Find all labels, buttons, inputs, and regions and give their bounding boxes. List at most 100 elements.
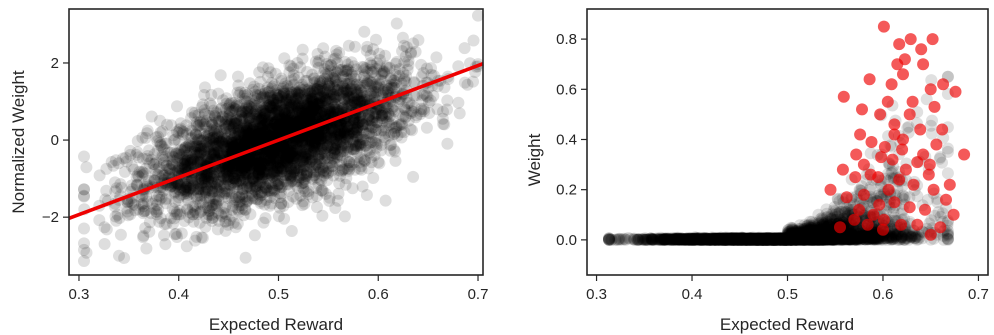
scatter-point <box>278 118 291 131</box>
scatter-point <box>458 42 471 55</box>
scatter-point <box>247 174 260 187</box>
scatter-point <box>223 111 236 124</box>
scatter-point <box>221 112 234 125</box>
scatter-point <box>242 153 255 166</box>
scatter-point <box>349 86 362 99</box>
scatter-point <box>271 162 284 175</box>
scatter-point <box>294 160 307 173</box>
scatter-point <box>329 97 342 110</box>
scatter-point <box>231 217 244 230</box>
scatter-point <box>197 171 210 184</box>
scatter-point <box>361 40 374 53</box>
scatter-point <box>287 102 300 115</box>
scatter-point <box>230 167 243 180</box>
scatter-point <box>193 197 206 210</box>
scatter-point <box>258 155 271 167</box>
scatter-point <box>130 148 143 161</box>
scatter-point <box>276 98 289 111</box>
scatter-point <box>228 164 241 177</box>
scatter-point <box>216 111 229 124</box>
scatter-point <box>294 61 307 74</box>
scatter-point <box>274 112 287 125</box>
scatter-point <box>327 86 340 99</box>
scatter-point <box>279 151 292 163</box>
left-x-tick-label: 0.4 <box>168 286 189 303</box>
scatter-point <box>365 66 378 79</box>
scatter-point <box>234 161 247 174</box>
scatter-point <box>420 121 433 134</box>
scatter-point <box>254 153 267 166</box>
scatter-point <box>290 101 303 114</box>
scatter-point <box>331 194 344 207</box>
scatter-point <box>260 147 273 160</box>
scatter-point <box>329 125 342 138</box>
left-x-ticks: 0.3 0.4 0.5 0.6 0.7 <box>69 275 488 303</box>
scatter-point <box>315 106 327 119</box>
scatter-point <box>390 17 403 30</box>
scatter-point <box>292 87 305 100</box>
scatter-point <box>258 113 271 126</box>
scatter-point <box>174 117 187 130</box>
left-y-ticks: −202 <box>42 55 69 226</box>
scatter-point <box>100 184 113 197</box>
scatter-point <box>273 118 286 131</box>
scatter-point <box>304 87 317 100</box>
scatter-point <box>271 143 284 156</box>
scatter-point <box>212 127 224 140</box>
scatter-point <box>322 60 335 73</box>
scatter-point <box>353 95 366 108</box>
scatter-point <box>217 162 230 175</box>
scatter-point <box>322 140 335 153</box>
scatter-point <box>109 185 122 198</box>
scatter-point <box>198 169 211 182</box>
scatter-point <box>141 195 154 208</box>
scatter-point <box>370 86 383 99</box>
scatter-point <box>248 156 261 169</box>
scatter-point <box>341 121 354 133</box>
scatter-point <box>438 118 451 131</box>
scatter-point <box>275 124 288 137</box>
scatter-point <box>187 200 199 213</box>
scatter-point <box>313 104 326 117</box>
scatter-point <box>376 107 389 119</box>
scatter-point <box>166 158 179 171</box>
scatter-point <box>272 156 285 169</box>
scatter-point <box>246 189 259 202</box>
scatter-point <box>225 144 238 157</box>
scatter-point <box>306 153 319 166</box>
scatter-point <box>149 194 162 207</box>
scatter-point <box>329 90 342 103</box>
scatter-point <box>239 95 252 108</box>
scatter-point <box>354 95 367 108</box>
scatter-point <box>349 70 362 83</box>
scatter-point <box>320 132 332 145</box>
scatter-point <box>314 129 327 142</box>
scatter-point <box>190 147 203 159</box>
scatter-point <box>335 131 348 144</box>
scatter-point <box>356 180 369 193</box>
scatter-point <box>145 153 158 166</box>
scatter-point <box>313 173 326 186</box>
scatter-point <box>348 96 361 109</box>
scatter-point <box>345 68 358 81</box>
scatter-point <box>259 102 272 115</box>
scatter-point <box>239 123 251 136</box>
scatter-point <box>279 175 292 188</box>
scatter-point <box>328 82 341 95</box>
scatter-point <box>314 133 327 146</box>
scatter-point <box>133 165 146 178</box>
scatter-point <box>351 95 364 108</box>
scatter-point <box>235 164 248 177</box>
scatter-point <box>198 154 211 166</box>
scatter-point <box>325 128 338 141</box>
scatter-point <box>339 178 352 191</box>
scatter-point <box>322 128 335 141</box>
scatter-point <box>330 129 343 142</box>
scatter-point <box>282 157 294 170</box>
scatter-point <box>273 108 286 121</box>
scatter-point <box>343 123 356 136</box>
scatter-point <box>365 85 378 97</box>
scatter-point <box>256 112 269 125</box>
scatter-point <box>281 141 294 154</box>
